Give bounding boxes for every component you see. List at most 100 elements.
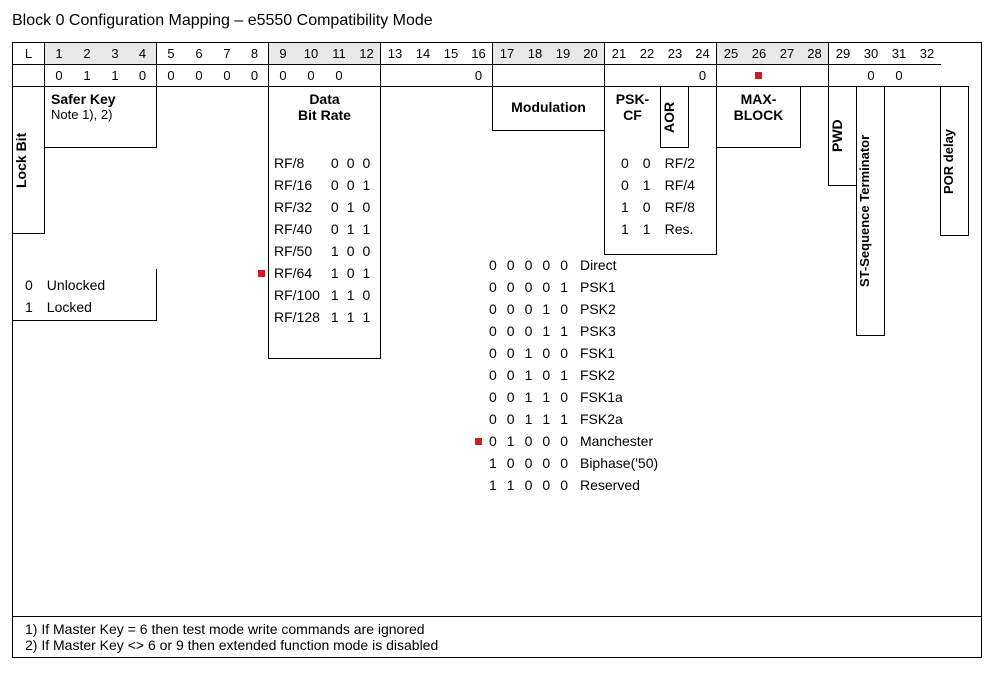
pwd-label: PWD xyxy=(828,86,857,186)
note-line: 1) If Master Key = 6 then test mode writ… xyxy=(25,621,969,637)
bitrate-name: RF/50 xyxy=(268,241,326,261)
pskcf-bit: 1 xyxy=(615,219,635,239)
bitval-31: 0 xyxy=(895,68,902,83)
lockbit-val: 1 xyxy=(19,297,39,317)
bitval-6: 0 xyxy=(195,68,202,83)
lockbit-table: 0Unlocked1Locked xyxy=(17,273,113,319)
modulation-bit: 1 xyxy=(521,365,537,385)
bitrate-table: RF/8000RF/16001RF/32010RF/40011RF/50100R… xyxy=(256,151,375,329)
notes-box: 1) If Master Key = 6 then test mode writ… xyxy=(12,617,982,658)
bitnum-32: 32 xyxy=(920,46,934,61)
modulation-bit: 0 xyxy=(503,343,519,363)
modulation-marker-icon xyxy=(475,438,482,445)
bitnum-11: 11 xyxy=(332,46,346,61)
lockbit-text: Unlocked xyxy=(41,275,111,295)
modulation-bit: 0 xyxy=(485,255,501,275)
bitval-11: 0 xyxy=(335,68,342,83)
bitnum-5: 5 xyxy=(167,46,174,61)
bitnum-16: 16 xyxy=(471,46,485,61)
lockbit-text: Locked xyxy=(41,297,111,317)
modulation-bit: 1 xyxy=(556,409,572,429)
bitnum-15: 15 xyxy=(444,46,458,61)
modulation-name: FSK2 xyxy=(574,365,664,385)
modulation-bit: 1 xyxy=(538,387,554,407)
modulation-bit: 1 xyxy=(503,475,519,495)
pskcf-bit: 1 xyxy=(637,219,657,239)
bitrate-bit: 0 xyxy=(344,153,358,173)
modulation-bit: 0 xyxy=(485,343,501,363)
saferkey-label: Safer Key xyxy=(51,91,150,107)
bitval-1: 0 xyxy=(55,68,62,83)
modulation-bit: 0 xyxy=(538,475,554,495)
lockbit-val: 0 xyxy=(19,275,39,295)
bitrate-bit: 1 xyxy=(360,263,374,283)
modulation-bit: 1 xyxy=(556,365,572,385)
maxblock-label1: MAX- xyxy=(717,87,800,107)
bitrate-bit: 0 xyxy=(344,175,358,195)
modulation-bit: 1 xyxy=(538,321,554,341)
value-marker-icon xyxy=(755,72,762,79)
pskcf-name: Res. xyxy=(659,219,701,239)
modulation-bit: 0 xyxy=(556,475,572,495)
modulation-bit: 0 xyxy=(521,299,537,319)
modulation-bit: 0 xyxy=(556,431,572,451)
modulation-name: Biphase('50) xyxy=(574,453,664,473)
bitnum-17: 17 xyxy=(500,46,514,61)
pskcf-name: RF/4 xyxy=(659,175,701,195)
page-title: Block 0 Configuration Mapping – e5550 Co… xyxy=(12,12,987,30)
modulation-bit: 0 xyxy=(538,453,554,473)
modulation-bit: 0 xyxy=(485,277,501,297)
modulation-bit: 0 xyxy=(503,255,519,275)
bitrate-bit: 1 xyxy=(360,175,374,195)
modulation-name: PSK1 xyxy=(574,277,664,297)
bit-number-row: L123456789101112131415161718192021222324… xyxy=(13,43,981,65)
pskcf-bit: 0 xyxy=(637,197,657,217)
pordelay-label: POR delay xyxy=(940,86,969,236)
lockbit-label: Lock Bit xyxy=(12,86,45,234)
modulation-name: PSK3 xyxy=(574,321,664,341)
bitval-L xyxy=(13,65,45,87)
bitrate-name: RF/32 xyxy=(268,197,326,217)
bitrate-bit: 0 xyxy=(328,175,342,195)
bitnum-19: 19 xyxy=(556,46,570,61)
bitnum-13: 13 xyxy=(388,46,402,61)
pskcf-box: PSK- CF xyxy=(604,86,661,148)
bitval-30: 0 xyxy=(867,68,874,83)
modulation-bit: 0 xyxy=(538,343,554,363)
modulation-bit: 0 xyxy=(556,387,572,407)
modulation-bit: 0 xyxy=(503,365,519,385)
modulation-bit: 0 xyxy=(521,453,537,473)
bitval-2: 1 xyxy=(83,68,90,83)
modulation-name: FSK2a xyxy=(574,409,664,429)
bitnum-L: L xyxy=(13,43,45,65)
modulation-bit: 0 xyxy=(503,387,519,407)
bitnum-10: 10 xyxy=(304,46,318,61)
bitval-3: 1 xyxy=(111,68,118,83)
modulation-bit: 0 xyxy=(503,453,519,473)
pskcf-bit: 0 xyxy=(637,153,657,173)
modulation-bit: 0 xyxy=(538,255,554,275)
modulation-bit: 1 xyxy=(556,277,572,297)
maxblock-label2: BLOCK xyxy=(717,107,800,123)
modulation-bit: 0 xyxy=(503,277,519,297)
modulation-name: PSK2 xyxy=(574,299,664,319)
bitnum-4: 4 xyxy=(139,46,146,61)
modulation-bit: 0 xyxy=(556,343,572,363)
saferkey-box: Safer Key Note 1), 2) xyxy=(44,86,157,148)
bitnum-1: 1 xyxy=(55,46,62,61)
modulation-name: Direct xyxy=(574,255,664,275)
bitrate-bit: 0 xyxy=(360,241,374,261)
bitrate-bit: 0 xyxy=(328,219,342,239)
pskcf-name: RF/8 xyxy=(659,197,701,217)
modulation-name: Reserved xyxy=(574,475,664,495)
modulation-box: Modulation xyxy=(492,86,605,131)
bitnum-27: 27 xyxy=(780,46,794,61)
pskcf-label2: CF xyxy=(605,107,660,123)
bitnum-14: 14 xyxy=(416,46,430,61)
diagram-area: Lock Bit Safer Key Note 1), 2) 0Unlocked… xyxy=(13,87,981,617)
aor-label: AOR xyxy=(660,86,689,148)
bitrate-bit: 0 xyxy=(328,197,342,217)
modulation-bit: 0 xyxy=(521,475,537,495)
modulation-label: Modulation xyxy=(493,87,604,115)
bitval-7: 0 xyxy=(223,68,230,83)
